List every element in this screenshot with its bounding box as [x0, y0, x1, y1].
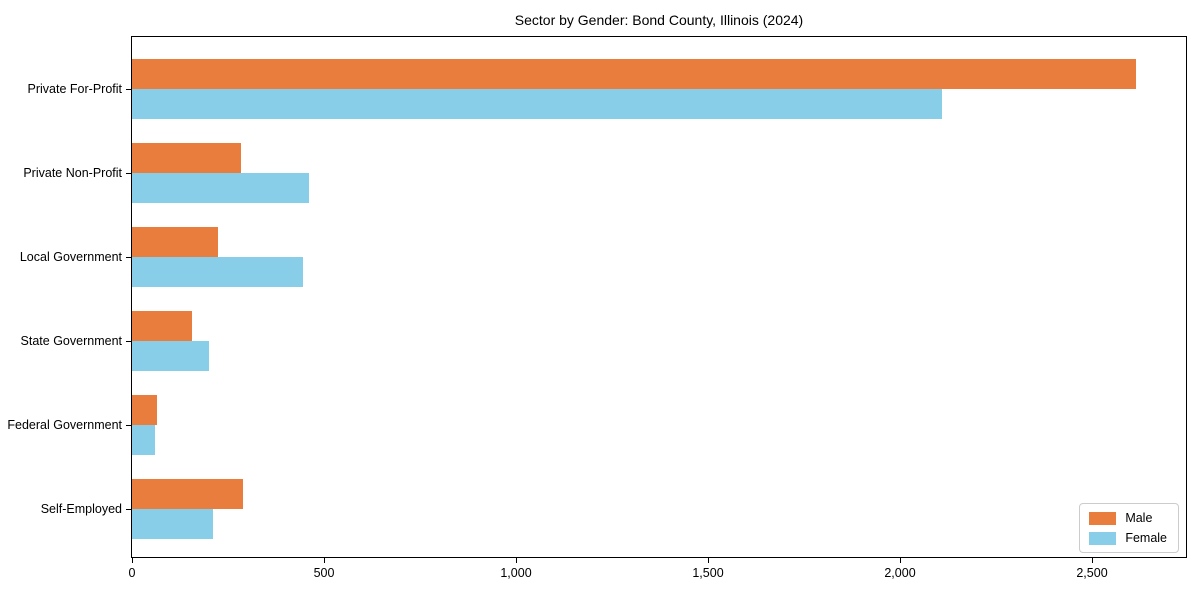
x-axis-tick-label: 1,500 — [692, 566, 724, 580]
y-axis-label-federal-government: Federal Government — [7, 418, 122, 432]
y-axis-label-state-government: State Government — [20, 334, 122, 348]
bar-male-self-employed — [132, 479, 244, 509]
legend-swatch-male — [1089, 511, 1117, 525]
y-axis-label-self-employed: Self-Employed — [40, 502, 122, 516]
bar-female-state-government — [132, 341, 209, 371]
x-axis-tick — [516, 557, 517, 563]
bar-male-state-government — [132, 311, 192, 341]
x-axis-tick-label: 2,500 — [1076, 566, 1108, 580]
x-axis-tick-label: 500 — [313, 566, 335, 580]
bar-female-self-employed — [132, 509, 213, 539]
legend-item-female: Female — [1089, 531, 1167, 545]
y-axis-tick — [126, 173, 132, 174]
x-axis-tick-label: 2,000 — [884, 566, 916, 580]
y-axis-label-private-for-profit: Private For-Profit — [27, 82, 122, 96]
legend: Male Female — [1079, 503, 1179, 553]
legend-label-female: Female — [1125, 531, 1167, 545]
x-axis-tick — [708, 557, 709, 563]
y-axis-tick — [126, 257, 132, 258]
legend-label-male: Male — [1125, 511, 1153, 525]
bar-female-private-non-profit — [132, 173, 309, 203]
x-axis-tick — [1092, 557, 1093, 563]
bar-male-private-non-profit — [132, 143, 242, 173]
bar-female-local-government — [132, 257, 303, 287]
x-axis-tick — [132, 557, 133, 563]
x-axis-tick-label: 0 — [128, 566, 136, 580]
x-axis-tick — [900, 557, 901, 563]
y-axis-label-local-government: Local Government — [19, 250, 122, 264]
legend-swatch-female — [1089, 531, 1117, 545]
bar-female-private-for-profit — [132, 89, 943, 119]
chart-title: Sector by Gender: Bond County, Illinois … — [514, 12, 804, 28]
y-axis-tick — [126, 509, 132, 510]
bar-male-federal-government — [132, 395, 157, 425]
bar-male-private-for-profit — [132, 59, 1137, 89]
bar-female-federal-government — [132, 425, 155, 455]
y-axis-tick — [126, 89, 132, 90]
legend-item-male: Male — [1089, 511, 1167, 525]
y-axis-label-private-non-profit: Private Non-Profit — [23, 166, 122, 180]
plot-area: Male Female Private For-Profit Private Non… — [7, 36, 1187, 580]
y-axis-tick — [126, 425, 132, 426]
x-axis-tick-label: 1,000 — [500, 566, 532, 580]
bar-male-local-government — [132, 227, 219, 257]
x-axis-tick — [324, 557, 325, 563]
y-axis-tick — [126, 341, 132, 342]
